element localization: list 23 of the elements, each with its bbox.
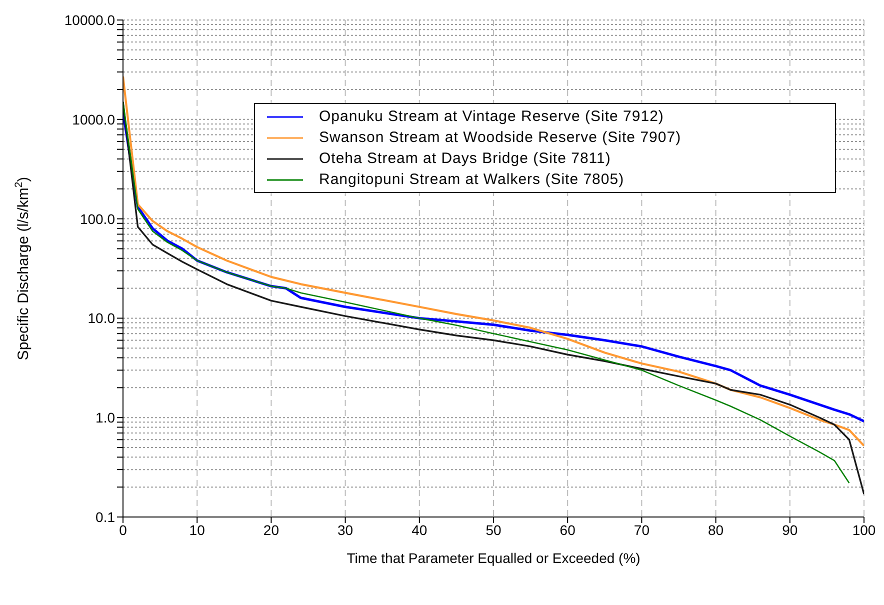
- x-tick-label: 50: [486, 522, 502, 538]
- y-tick-label: 0.1: [96, 508, 116, 525]
- y-tick-label: 10.0: [88, 310, 116, 326]
- legend-label: Oteha Stream at Days Bridge (Site 7811): [319, 150, 611, 167]
- legend-label: Rangitopuni Stream at Walkers (Site 7805): [319, 171, 624, 188]
- x-tick-label: 70: [634, 522, 650, 538]
- y-tick-label: 1.0: [96, 410, 116, 426]
- x-tick-label: 80: [708, 522, 724, 538]
- x-tick-label: 40: [412, 522, 428, 538]
- y-tick-label: 100.0: [80, 210, 116, 227]
- legend-label: Opanuku Stream at Vintage Reserve (Site 7912): [319, 108, 664, 125]
- y-tick-label: 10000.0: [64, 12, 116, 28]
- x-axis-title: Time that Parameter Equalled or Exceeded (%): [346, 550, 640, 566]
- x-tick-label: 30: [338, 522, 354, 538]
- legend-label: Swanson Stream at Woodside Reserve (Site 7907): [319, 129, 682, 146]
- x-tick-label: 10: [189, 522, 206, 538]
- x-tick-label: 90: [782, 522, 798, 538]
- x-tick-label: 0: [119, 522, 128, 538]
- line-series: [123, 75, 864, 447]
- x-tick-label: 20: [263, 522, 280, 538]
- x-tick-label: 60: [560, 522, 576, 538]
- y-tick-label: 1000.0: [72, 111, 116, 128]
- x-tick-label: 100: [852, 522, 876, 538]
